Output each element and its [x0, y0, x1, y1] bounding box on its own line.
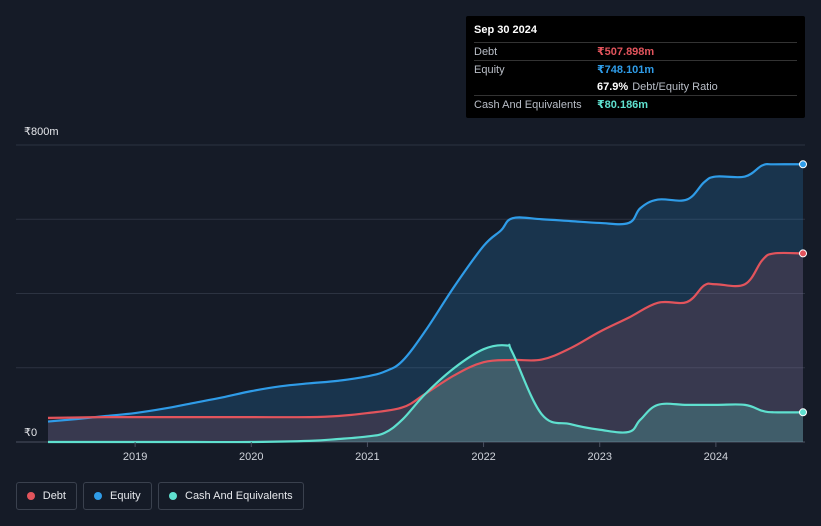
legend-item-debt[interactable]: Debt	[16, 482, 77, 510]
data-tooltip: Sep 30 2024 Debt ₹507.898m Equity ₹748.1…	[466, 16, 805, 118]
tooltip-row-equity: Equity ₹748.101m	[474, 60, 797, 78]
tooltip-cash-value: ₹80.186m	[597, 99, 649, 111]
cash-and-equivalents-endpoint	[799, 408, 807, 417]
tooltip-ratio-value: 67.9%	[597, 80, 629, 93]
debt-area	[48, 252, 803, 442]
tooltip-ratio-label: Debt/Equity Ratio	[632, 80, 718, 93]
debt-endpoint	[799, 249, 807, 258]
series-areas	[48, 164, 803, 443]
equity-line	[47, 163, 804, 423]
tooltip-equity-label: Equity	[474, 63, 505, 76]
tooltip-row-debt: Debt ₹507.898m	[474, 42, 797, 60]
legend-cash-label: Cash And Equivalents	[185, 490, 293, 502]
series-endpoints	[799, 160, 807, 417]
y-axis-bottom-label: ₹0	[24, 427, 37, 439]
cash-and-equivalents-area	[48, 344, 803, 443]
equity-dot-icon	[94, 492, 102, 500]
y-axis-top-label: ₹800m	[24, 126, 59, 138]
x-tick-label: 2024	[704, 451, 728, 463]
x-tick-label: 2020	[239, 451, 263, 463]
legend-equity-label: Equity	[110, 490, 141, 502]
x-tick-label: 2021	[355, 451, 379, 463]
tooltip-debt-value: ₹507.898m	[597, 46, 655, 58]
series-lines	[47, 163, 804, 444]
tooltip-cash-label: Cash And Equivalents	[474, 98, 582, 111]
x-tick-label: 2022	[471, 451, 495, 463]
equity-area	[48, 164, 803, 443]
x-axis: 2019 2020 2021 2022 2023 2024	[123, 442, 728, 463]
tooltip-debt-label: Debt	[474, 45, 498, 58]
legend-item-cash[interactable]: Cash And Equivalents	[158, 482, 304, 510]
tooltip-row-ratio: 67.9% Debt/Equity Ratio	[474, 78, 797, 95]
cash-dot-icon	[169, 492, 177, 500]
tooltip-equity-value: ₹748.101m	[597, 64, 655, 76]
cash-and-equivalents-line	[48, 343, 804, 444]
legend-debt-label: Debt	[42, 490, 66, 502]
gridlines	[16, 144, 805, 443]
x-tick-label: 2023	[587, 451, 611, 463]
tooltip-row-cash: Cash And Equivalents ₹80.186m	[474, 95, 797, 113]
debt-line	[47, 251, 804, 419]
legend-item-equity[interactable]: Equity	[83, 482, 152, 510]
tooltip-date: Sep 30 2024	[474, 24, 537, 36]
x-tick-label: 2019	[123, 451, 147, 463]
equity-endpoint	[799, 160, 807, 169]
debt-dot-icon	[27, 492, 35, 500]
